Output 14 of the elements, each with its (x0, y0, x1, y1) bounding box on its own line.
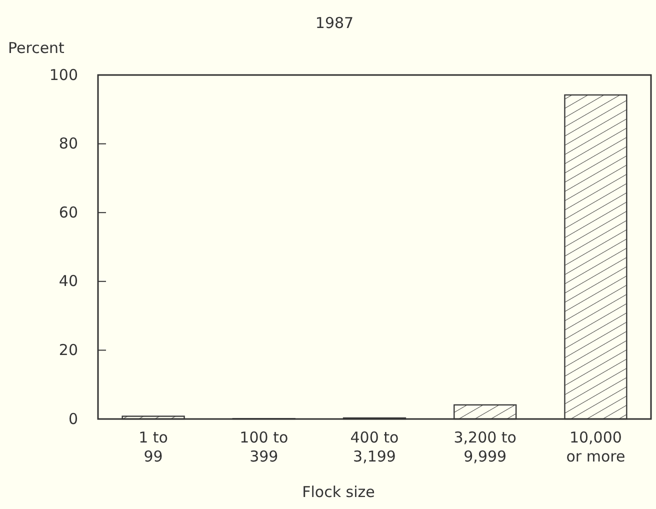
y-tick-label: 40 (58, 272, 78, 290)
x-tick-label: 1 to 99 (138, 428, 168, 466)
x-axis-title: Flock size (302, 483, 375, 501)
x-tick-label: 3,200 to 9,999 (454, 428, 516, 466)
y-tick-label: 100 (49, 66, 78, 84)
y-tick-label: 20 (58, 341, 78, 359)
y-tick-label: 60 (58, 203, 78, 222)
x-tick-label: 10,000 or more (566, 428, 626, 466)
chart-title: 1987 (315, 14, 354, 32)
y-tick-label: 0 (68, 410, 78, 428)
x-tick-label: 400 to 3,199 (350, 428, 399, 466)
y-tick-label: 80 (58, 134, 78, 153)
x-tick-label: 100 to 399 (240, 428, 288, 466)
y-axis-title: Percent (8, 39, 65, 57)
